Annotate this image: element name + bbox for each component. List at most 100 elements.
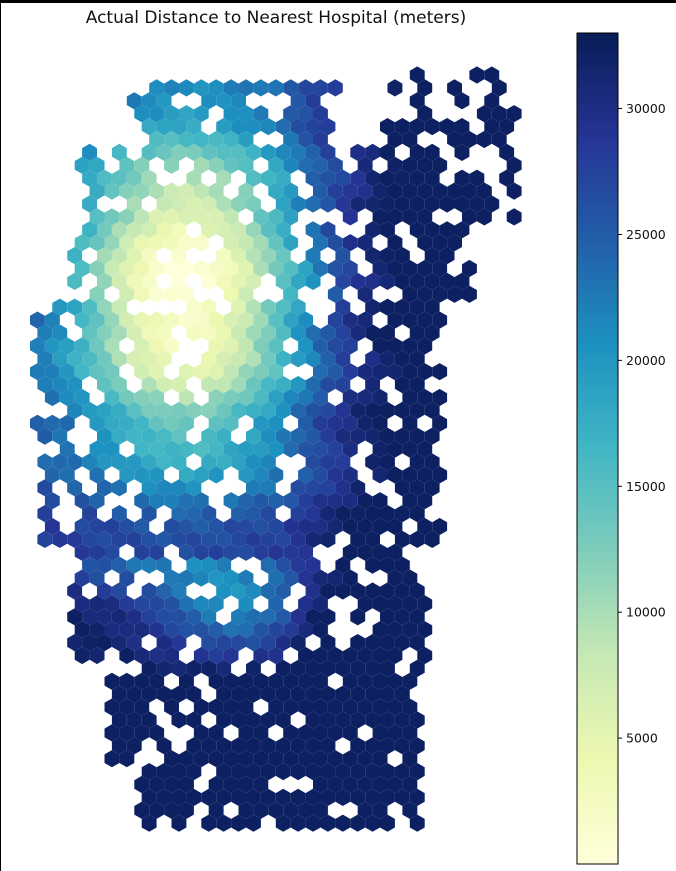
hexbin-cell [134,672,150,690]
hexbin-cell [208,182,224,200]
hexbin-cell [156,659,172,677]
hexbin-cell [394,711,410,729]
hexbin-cell [283,543,299,561]
hexbin-cell [424,272,440,290]
hexbin-cell [97,530,112,548]
hexbin-cell [119,182,135,200]
hexbin-cell [268,388,284,407]
hexbin-cell [350,788,366,806]
hexbin-cell [179,517,194,536]
hexbin-cell [327,414,343,432]
hexbin-cell [238,466,254,484]
hexbin-cell [409,505,425,523]
hexbin-cell [320,324,336,342]
hexbin-cell [260,505,276,523]
hexbin-cell [320,530,336,548]
hexbin-cell [74,337,90,355]
hexbin-cell [357,595,373,613]
hexbin-cell [208,646,224,665]
hexbin-cell [193,311,209,329]
hexbin-cell [447,234,462,252]
hexbin-cell [201,195,217,213]
hexbin-cell [186,556,202,574]
hexbin-cell [275,143,291,161]
hexbin-cell [171,479,187,497]
hexbin-cell [350,143,366,161]
hexbin-cell [290,118,306,136]
hexbin-cell [141,582,157,600]
hexbin-cell [327,311,343,329]
hexbin-cell [432,234,448,252]
hexbin-cell [208,311,224,329]
hexbin-cell [380,324,395,342]
hexbin-cell [424,324,440,342]
hexbin-cell [372,208,388,226]
hexbin-cell [111,556,127,574]
hexbin-cell [208,543,224,561]
hexbin-cell [134,517,150,536]
hexbin-cell [335,479,351,497]
hexbin-cell [409,195,425,213]
hexbin-cell [82,350,97,368]
hexbin-cell [223,414,239,432]
hexbin-cell [186,169,202,187]
hexbin-cell [201,221,217,239]
hexbin-cell [327,466,343,484]
hexbin-cell [141,401,157,419]
hexbin-cell [67,479,83,497]
hexbin-cell [149,775,165,794]
hexbin-cell [253,466,269,484]
hexbin-cell [290,556,306,574]
hexbin-cell [134,208,150,226]
hexbin-cell [253,672,269,690]
hexbin-cell [74,363,90,381]
hexbin-cell [141,530,157,548]
hexbin-cell [260,556,276,574]
hexbin-cell [268,234,284,252]
hexbin-cell [268,182,284,200]
hexbin-cell [119,621,135,639]
hexbin-cell [208,775,224,794]
hexbin-cell [208,363,224,381]
hexbin-cell [298,311,313,329]
hexbin-cell [141,659,157,677]
hexbin-cell [223,517,239,536]
hexbin-cell [424,118,440,136]
hexbin-cell [409,376,425,394]
hexbin-cell [394,195,410,213]
hexbin-cell [439,272,455,290]
hexbin-cell [201,530,217,548]
hexbin-cell [246,479,261,497]
hexbin-cell [52,530,68,548]
hexbin-cell [171,711,187,729]
hexbin-cell [469,66,485,84]
hexbin-cell [305,272,321,290]
hexbin-cell [305,505,321,523]
hexbin-cell [201,272,217,290]
hexbin-cell [186,401,202,419]
hexbin-cell [402,414,418,432]
hexbin-cell [253,388,269,407]
hexbin-cell [74,543,90,561]
hexbin-cell [30,363,45,381]
hexbin-cell [342,259,358,278]
hexbin-cell [290,788,306,806]
hexbin-cell [394,479,410,497]
hexbin-cell [320,685,336,703]
hexbin-cell [164,698,179,716]
hexbin-cell [67,530,83,548]
hexbin-cell [268,621,284,639]
hexbin-cell [246,505,261,523]
hexbin-cell [246,659,261,677]
hexbin-cell [260,324,276,342]
hexbin-cell [171,788,187,806]
hexbin-cell [193,466,209,484]
hexbin-cell [74,234,90,252]
hexbin-cell [327,337,343,355]
hexbin-cell [164,517,179,536]
hexbin-cell [409,814,425,832]
hexbin-cell [305,401,321,419]
hexbin-cell [149,672,165,690]
hexbin-cell [119,466,135,484]
hexbin-cell [268,750,284,768]
